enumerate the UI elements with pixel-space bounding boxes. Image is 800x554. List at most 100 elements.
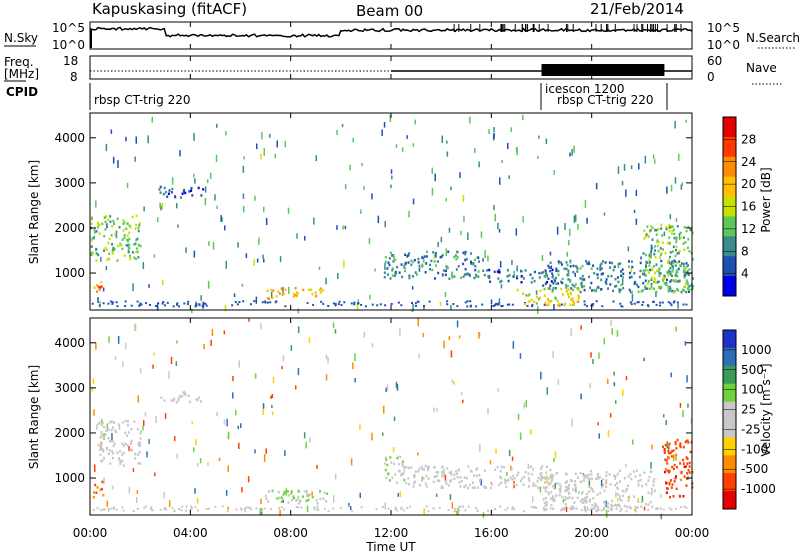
echo-cell (97, 444, 100, 447)
ground-band-cell (351, 510, 354, 513)
echo-cell (460, 480, 463, 483)
echo-cell (679, 442, 682, 445)
echo-cell (104, 220, 107, 224)
scatter-cell (450, 186, 452, 191)
echo-cell (90, 239, 93, 242)
echo-cell (268, 490, 270, 493)
echo-cell (122, 219, 125, 222)
scatter-cell (577, 223, 579, 231)
echo-cell (103, 234, 106, 238)
echo-cell (642, 281, 645, 285)
echo-cell (325, 500, 328, 503)
echo-cell (574, 479, 577, 483)
echo-cell (589, 286, 592, 289)
scatter-cell (344, 184, 347, 190)
echo-cell (190, 186, 193, 190)
scatter-cell (598, 352, 600, 359)
scatter-cell (498, 298, 501, 306)
echo-cell (403, 265, 405, 268)
echo-cell (566, 263, 569, 267)
scatter-cell (308, 337, 311, 344)
echo-cell (683, 268, 686, 271)
echo-cell (432, 480, 435, 484)
echo-cell (489, 486, 492, 490)
scatter-cell (212, 242, 215, 250)
scatter-cell (638, 163, 640, 170)
scatter-cell (519, 432, 522, 440)
echo-cell (679, 462, 682, 465)
scatter-cell (665, 420, 667, 426)
echo-cell (586, 475, 589, 478)
scatter-cell (284, 140, 287, 148)
echo-cell (691, 258, 694, 261)
scatter-cell (434, 173, 436, 182)
ground-band-cell (384, 304, 387, 307)
echo-cell (665, 491, 668, 494)
scatter-cell (100, 256, 102, 262)
echo-cell (421, 256, 424, 259)
ground-band-cell (496, 303, 499, 306)
echo-cell (117, 423, 120, 426)
scatter-cell (311, 491, 313, 496)
ground-band-cell (474, 506, 477, 509)
echo-cell (650, 278, 653, 281)
echo-cell (665, 226, 668, 229)
echo-cell (326, 492, 329, 495)
echo-cell (393, 273, 396, 276)
echo-cell (123, 236, 126, 240)
scatter-cell (256, 143, 258, 150)
echo-cell (138, 441, 141, 444)
echo-cell (588, 485, 591, 489)
ground-band-cell (110, 507, 113, 510)
scatter-cell (640, 256, 642, 260)
echo-cell (473, 474, 475, 477)
echo-cell (434, 252, 437, 255)
echo-cell (639, 261, 642, 265)
echo-cell (101, 421, 104, 425)
scatter-cell (392, 447, 395, 453)
echo-cell (660, 259, 663, 263)
echo-cell (558, 494, 561, 497)
scatter-cell (191, 308, 193, 314)
ground-band-cell (456, 305, 459, 308)
echo-cell (464, 252, 467, 256)
scatter-cell (208, 241, 210, 246)
echo-cell (568, 487, 570, 490)
echo-cell (417, 261, 420, 264)
echo-cell (407, 466, 410, 470)
echo-cell (643, 471, 646, 475)
echo-cell (521, 477, 523, 480)
echo-cell (628, 271, 631, 275)
echo-cell (684, 268, 687, 271)
scatter-cell (441, 135, 443, 143)
echo-cell (478, 260, 480, 263)
scatter-cell (368, 238, 371, 245)
ground-band-cell (332, 507, 335, 510)
scatter-cell (431, 187, 434, 196)
ground-band-cell (655, 303, 658, 306)
echo-cell (675, 248, 677, 252)
echo-cell (615, 507, 618, 510)
echo-cell (669, 451, 672, 455)
echo-cell (584, 475, 587, 479)
echo-cell (673, 259, 676, 262)
echo-cell (184, 191, 187, 195)
echo-cell (667, 274, 670, 277)
scatter-cell (137, 395, 139, 403)
echo-cell (404, 269, 406, 273)
scatter-cell (643, 357, 645, 362)
echo-cell (672, 291, 675, 294)
echo-cell (653, 477, 656, 481)
echo-cell (596, 276, 599, 280)
echo-cell (617, 265, 620, 269)
echo-cell (669, 280, 672, 283)
scatter-cell (168, 371, 170, 379)
scatter-cell (575, 487, 577, 493)
colorbar-swatch (723, 455, 736, 474)
scatter-cell (631, 293, 634, 302)
colorbar-swatch (723, 276, 736, 297)
echo-cell (95, 252, 98, 255)
echo-cell (653, 277, 656, 280)
ground-band-cell (609, 507, 612, 510)
echo-cell (655, 290, 658, 294)
